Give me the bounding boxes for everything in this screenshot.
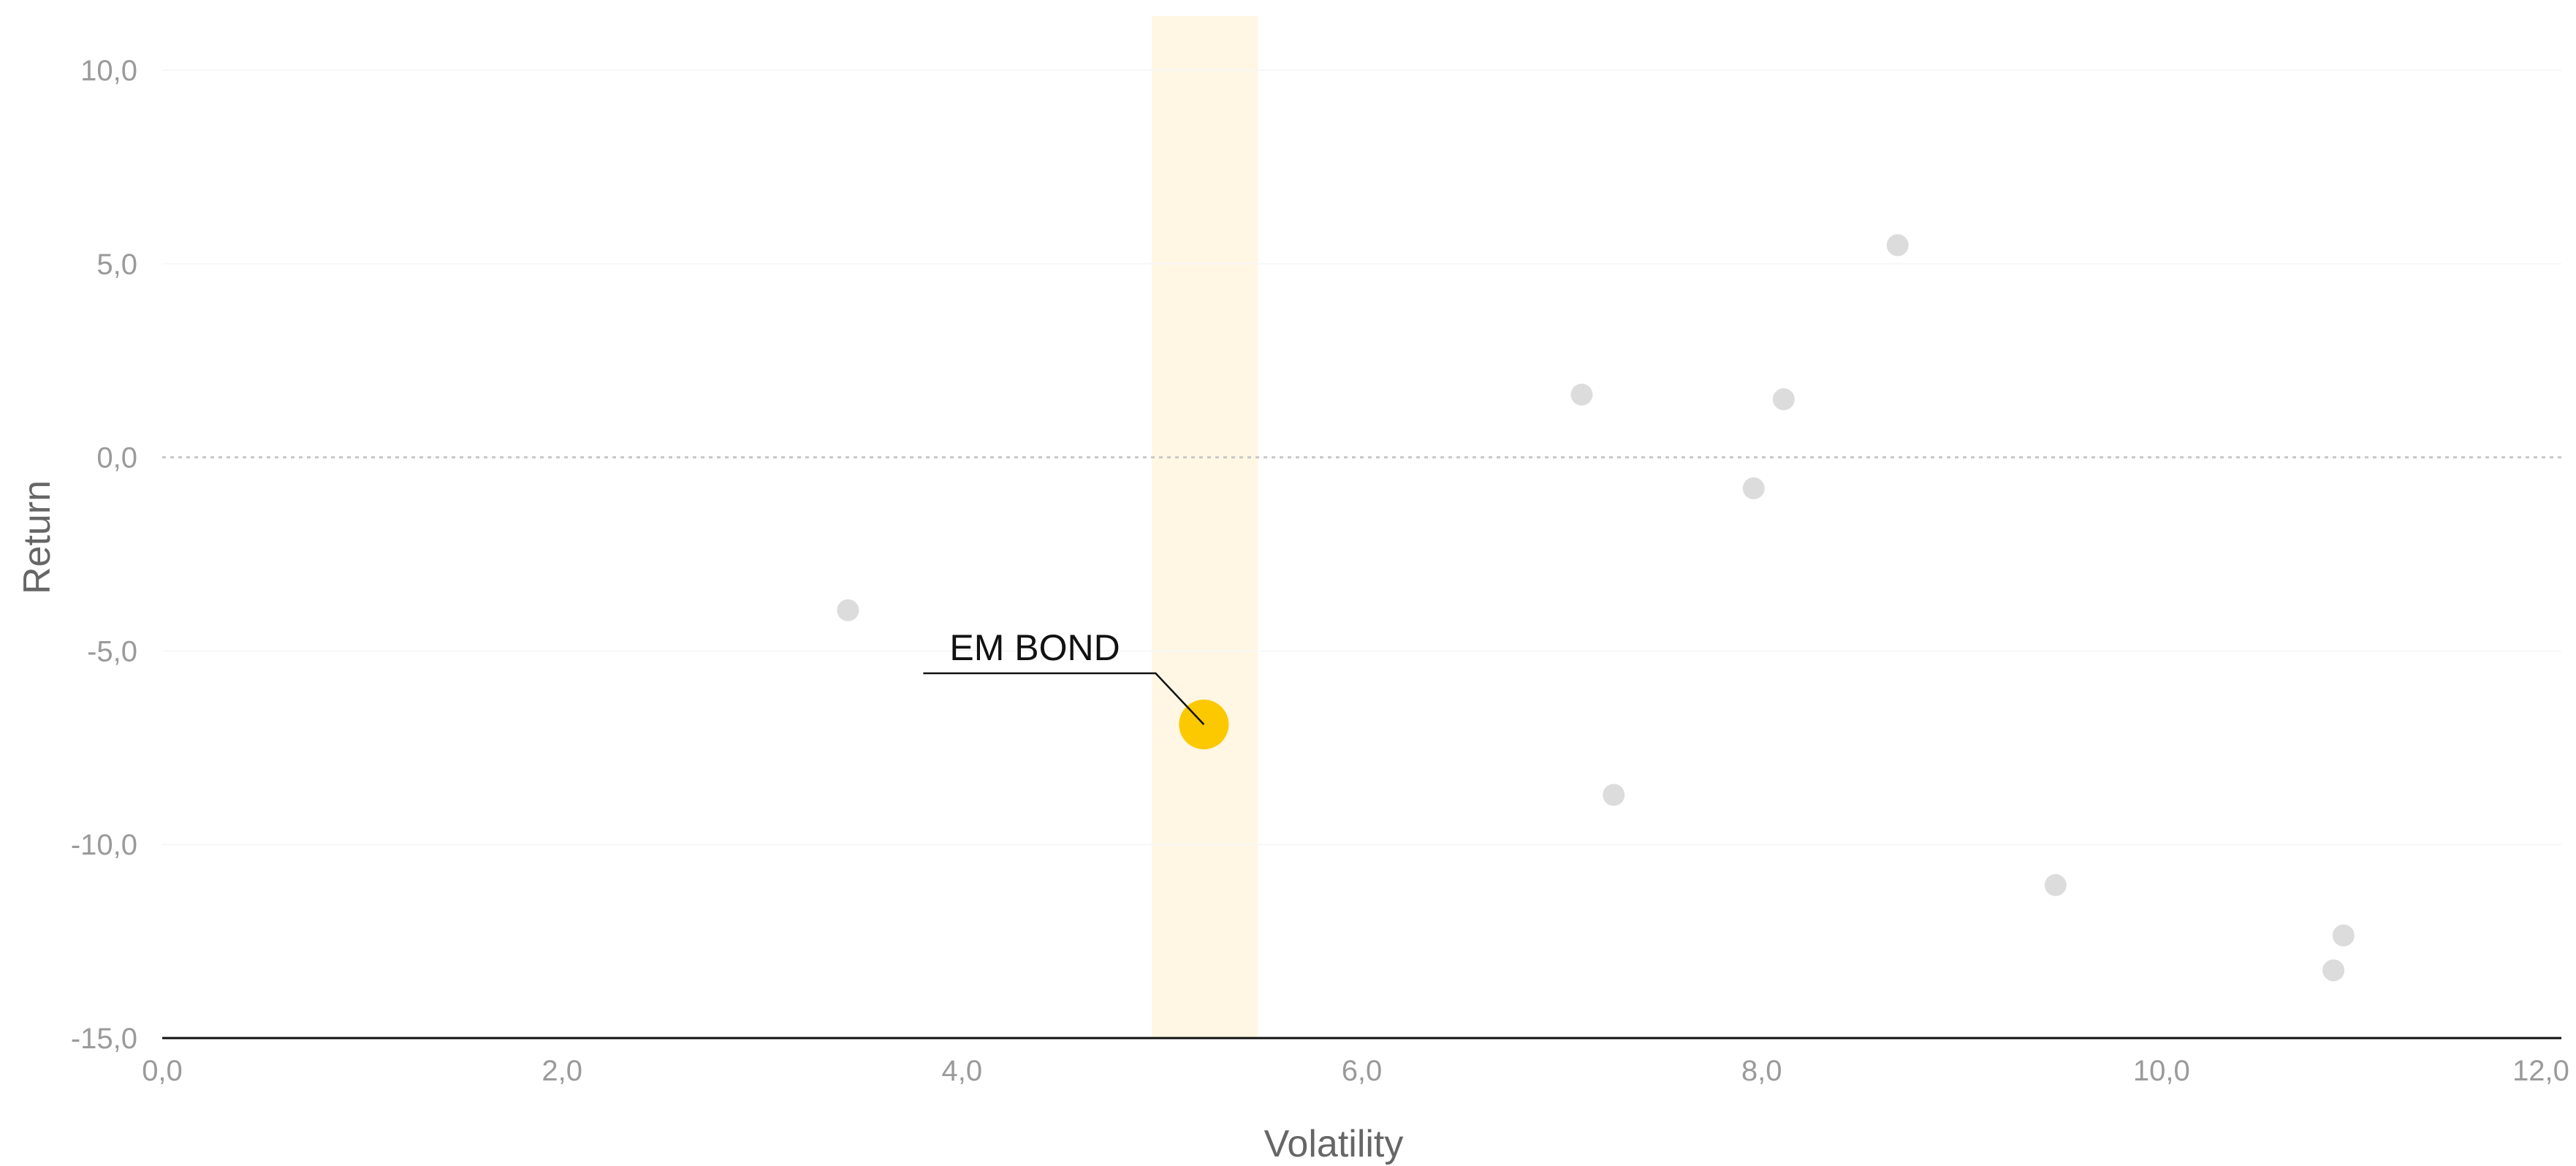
y-axis-title: Return (16, 480, 58, 594)
y-tick-label: -10,0 (71, 829, 137, 861)
grid-layer (162, 69, 2561, 846)
x-tick-label: 0,0 (142, 1055, 183, 1087)
axis-layer: 10,05,00,0-5,0-10,0-15,00,0 2,0 4,0 6,0 8,0 1… (71, 55, 2569, 1087)
highlight-band (1152, 16, 1258, 1038)
data-point (1742, 477, 1765, 499)
data-point (1603, 784, 1625, 806)
y-tick-label: 10,0 (80, 55, 137, 87)
y-tick-label: -15,0 (71, 1023, 137, 1055)
point-layer (837, 234, 2355, 982)
data-point (2044, 874, 2067, 896)
y-tick-label: -5,0 (87, 635, 137, 667)
data-point (1570, 383, 1593, 406)
x-tick-label: 6,0 (1342, 1055, 1383, 1087)
x-tick-label: 4,0 (942, 1055, 983, 1087)
data-point (837, 599, 859, 621)
highlight-band-layer (1152, 16, 1258, 1038)
data-point (2332, 924, 2355, 947)
data-point (2322, 959, 2345, 982)
data-point (1772, 388, 1795, 411)
x-tick-label: 10,0 (2133, 1055, 2190, 1087)
x-tick-label: 2,0 (542, 1055, 582, 1087)
x-tick-label: 8,0 (1741, 1055, 1782, 1087)
callout-leader-line (923, 672, 1205, 725)
callout-layer: EM BOND (923, 627, 1205, 725)
data-point (1886, 234, 1909, 257)
x-axis-title: Volatility (1264, 1123, 1404, 1165)
x-tick-label: 12,0 (2512, 1055, 2569, 1087)
callout-label: EM BOND (949, 627, 1120, 668)
y-tick-label: 0,0 (96, 442, 137, 474)
y-tick-label: 5,0 (96, 249, 137, 281)
